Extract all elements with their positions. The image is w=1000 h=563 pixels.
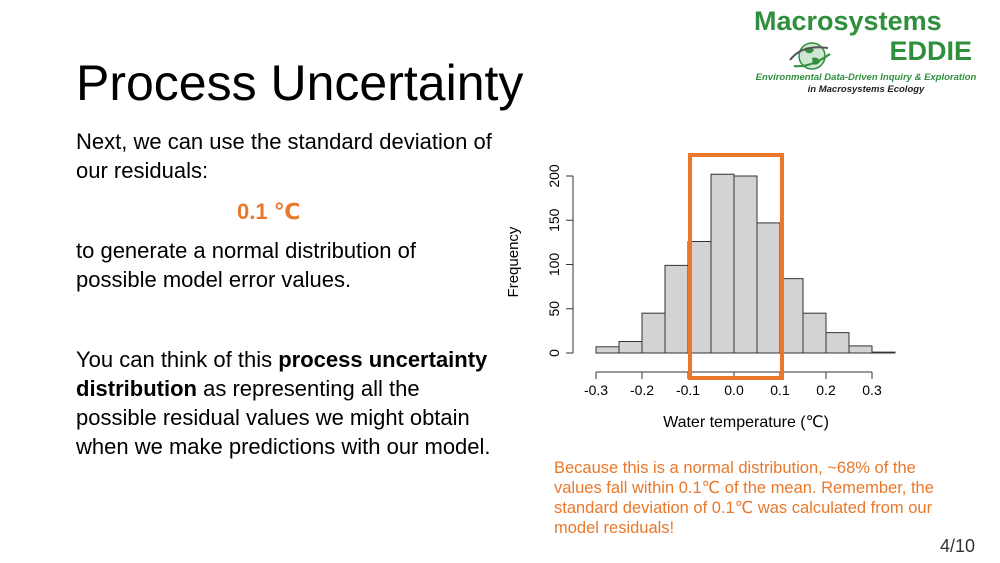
- explanation-post: as representing all the possible residua…: [76, 376, 491, 459]
- page-number: 4/10: [940, 536, 976, 556]
- y-tick-label: 0: [546, 349, 562, 357]
- slide-title: Process Uncertainty: [76, 55, 524, 111]
- globe-swirl-icon: [789, 42, 831, 70]
- y-tick-label: 200: [546, 164, 562, 188]
- explanation-bold: process uncertainty distribution: [76, 347, 488, 401]
- x-tick-label: 0.2: [816, 382, 836, 398]
- histogram-bar: [825, 332, 850, 354]
- x-axis-label: Water temperature (℃): [663, 414, 829, 431]
- logo-title-eddie: EDDIE: [889, 36, 972, 66]
- normal-distribution-note: Because this is a normal distribution, ~…: [554, 459, 934, 537]
- x-tick-label: 0.1: [770, 382, 790, 398]
- y-tick-label: 100: [546, 253, 562, 277]
- y-tick-label: 150: [546, 208, 562, 232]
- y-tick-label: 50: [546, 301, 562, 317]
- histogram-chart: Frequency Water temperature (℃) -0.3 -0.2…: [505, 153, 896, 431]
- histogram-bar: [802, 312, 827, 354]
- explanation-pre: You can think of this: [76, 347, 279, 372]
- histogram-bar: [664, 264, 689, 354]
- histogram-bar: [756, 222, 781, 354]
- logo-subtitle-2: in Macrosystems Ecology: [807, 84, 925, 95]
- normal-distribution-text: to generate a normal distribution of pos…: [76, 238, 416, 292]
- x-tick-label: -0.3: [584, 382, 608, 398]
- x-tick-label: 0.0: [724, 382, 744, 398]
- logo-subtitle-1: Environmental Data-Driven Inquiry & Expl…: [755, 72, 977, 83]
- macrosystems-eddie-logo: Macrosystems EDDIE Environmental Data-Dr…: [748, 6, 984, 98]
- histogram-bar: [618, 340, 643, 354]
- histogram-bar: [710, 173, 735, 354]
- histogram-bar: [848, 345, 873, 354]
- logo-title-macrosystems: Macrosystems: [754, 6, 942, 36]
- histogram-bar: [641, 312, 666, 354]
- histogram-bar: [595, 346, 620, 354]
- x-tick-label: -0.2: [630, 382, 654, 398]
- sd-value: 0.1 ℃: [237, 199, 301, 224]
- x-tick-label: -0.1: [676, 382, 700, 398]
- one-sd-highlight-box: [688, 153, 784, 380]
- x-tick-label: 0.3: [862, 382, 882, 398]
- histogram-bar: [733, 175, 758, 354]
- intro-text: Next, we can use the standard deviation …: [76, 129, 492, 183]
- uncertainty-explanation: You can think of this process uncertaint…: [76, 345, 496, 461]
- y-axis-label: Frequency: [505, 226, 522, 297]
